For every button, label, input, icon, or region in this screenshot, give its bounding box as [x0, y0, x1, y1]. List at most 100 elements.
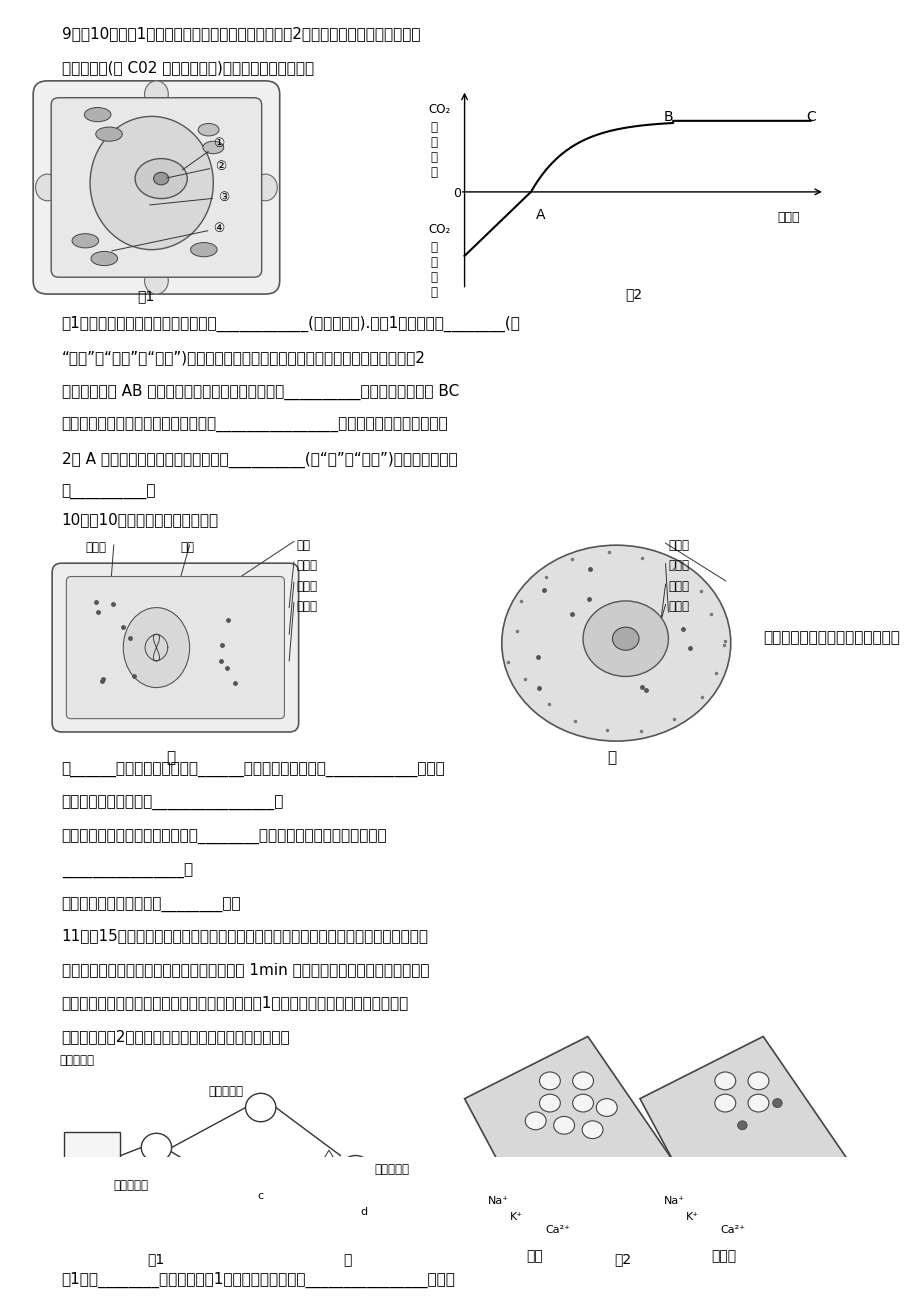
Text: ③: ③ [150, 191, 229, 204]
Text: 图1细胞内具有双层膜结构的细胞器有____________(填图中序号).将图1细胞浸润在________(填: 图1细胞内具有双层膜结构的细胞器有____________(填图中序号).将图1… [62, 316, 520, 332]
Text: 率: 率 [430, 167, 437, 180]
Text: 10．（10分）据图回答下列问题：: 10．（10分）据图回答下列问题： [62, 512, 219, 527]
Text: c: c [256, 1191, 263, 1200]
Text: 吸: 吸 [430, 121, 437, 134]
Text: “大于”或“小于”或“等于”)细胞液浓度的溶液中，该细胞将会出现质壁分离现象。图2: “大于”或“小于”或“等于”)细胞液浓度的溶液中，该细胞将会出现质壁分离现象。图… [62, 350, 425, 365]
Ellipse shape [501, 546, 730, 741]
Ellipse shape [747, 1072, 768, 1090]
Text: Na⁺: Na⁺ [663, 1197, 684, 1207]
Ellipse shape [582, 1121, 602, 1139]
Ellipse shape [340, 1155, 370, 1184]
FancyBboxPatch shape [66, 577, 284, 719]
Text: 细胞壁: 细胞壁 [297, 579, 317, 592]
Ellipse shape [190, 242, 217, 256]
Text: Ca²⁺: Ca²⁺ [545, 1225, 570, 1234]
Text: 细胞膜: 细胞膜 [297, 559, 317, 572]
Text: 习惯化: 习惯化 [710, 1250, 735, 1264]
FancyBboxPatch shape [320, 1241, 391, 1276]
FancyBboxPatch shape [52, 564, 299, 732]
Text: 感觉神经元: 感觉神经元 [114, 1178, 149, 1191]
Text: a: a [153, 1142, 159, 1152]
Text: ④: ④ [111, 221, 224, 251]
Text: 释: 释 [430, 241, 437, 254]
Text: 鳕毛: 鳕毛 [297, 539, 311, 552]
Text: Na⁺: Na⁺ [488, 1197, 509, 1207]
Text: Ca²⁺: Ca²⁺ [720, 1225, 744, 1234]
Text: b: b [256, 1103, 264, 1112]
Text: ①: ① [182, 138, 224, 169]
Ellipse shape [596, 1099, 617, 1116]
Text: 2中 A 点状态，则在较长时间内该植物__________(填“能”或“不能”)正常生长，原因: 2中 A 点状态，则在较长时间内该植物__________(填“能”或“不能”)… [62, 452, 457, 467]
Text: 是__________。: 是__________。 [62, 486, 156, 500]
Ellipse shape [245, 1094, 276, 1122]
Ellipse shape [539, 1072, 560, 1090]
Ellipse shape [85, 108, 111, 121]
Text: 是______，属于真核细胞的是______。判断的主要依据为____________。甲、: 是______，属于真核细胞的是______。判断的主要依据为_________… [62, 763, 445, 777]
Text: CO₂: CO₂ [428, 223, 450, 236]
Text: 核糖体: 核糖体 [85, 542, 107, 555]
Text: 核糖体: 核糖体 [668, 559, 688, 572]
Text: 运动神经元: 运动神经元 [374, 1163, 409, 1176]
Polygon shape [344, 1219, 367, 1234]
Ellipse shape [123, 608, 189, 687]
Text: 图1: 图1 [147, 1253, 164, 1267]
Text: 图2: 图2 [613, 1253, 630, 1267]
Text: K⁺: K⁺ [685, 1212, 698, 1223]
Text: 中，影响曲线 AB 段光合作用速率的环境因素主要是__________，而可能限制曲线 BC: 中，影响曲线 AB 段光合作用速率的环境因素主要是__________，而可能限… [62, 384, 459, 400]
Polygon shape [321, 1150, 336, 1163]
Text: 甲: 甲 [165, 750, 175, 766]
Ellipse shape [90, 116, 213, 250]
Text: 9．（10分）图1是某植物叶肉细胞的结构示意图，图2表示该植物在不同光强度下光: 9．（10分）图1是某植物叶肉细胞的结构示意图，图2表示该植物在不同光强度下光 [62, 26, 420, 42]
Text: 速: 速 [430, 151, 437, 164]
Ellipse shape [612, 628, 639, 650]
Ellipse shape [72, 233, 98, 247]
Ellipse shape [203, 141, 223, 154]
Text: B: B [663, 111, 673, 124]
Text: 乙两细胞的相似之处为________________。: 乙两细胞的相似之处为________________。 [62, 797, 284, 811]
Polygon shape [464, 1036, 673, 1223]
Text: 喷水管皮肤: 喷水管皮肤 [60, 1055, 95, 1068]
FancyBboxPatch shape [33, 81, 279, 294]
Text: C: C [805, 111, 815, 124]
Ellipse shape [737, 1121, 746, 1130]
Text: 细胞质: 细胞质 [668, 600, 688, 613]
Text: CO₂: CO₂ [428, 103, 450, 116]
Ellipse shape [525, 1112, 546, 1130]
Text: 光强度: 光强度 [777, 211, 800, 224]
Text: 0: 0 [453, 187, 460, 201]
Ellipse shape [245, 1182, 276, 1211]
Text: 将逐渐减弱直至消失，这种现象称为习惯化。下图1表示海兔缩鹃反射习惯化的神经环: 将逐渐减弱直至消失，这种现象称为习惯化。下图1表示海兔缩鹃反射习惯化的神经环 [62, 996, 408, 1010]
Ellipse shape [539, 1094, 560, 1112]
Text: 图1: 图1 [137, 289, 154, 303]
Text: 率: 率 [430, 286, 437, 299]
Text: ________________。: ________________。 [62, 865, 193, 879]
Text: 缩入外套腔内，这是海兔的缩鹃反射。若每隔 1min 重复此种轻刺激，海兔的缩鹃反射: 缩入外套腔内，这是海兔的缩鹃反射。若每隔 1min 重复此种轻刺激，海兔的缩鹃反… [62, 962, 428, 976]
Polygon shape [321, 1177, 336, 1189]
Text: 细胞核: 细胞核 [668, 579, 688, 592]
Ellipse shape [254, 174, 277, 201]
Text: 拟核: 拟核 [180, 542, 194, 555]
Text: 由此看出原核细胞与真核细胞具有________性。甲、乙两细胞的不同之处有: 由此看出原核细胞与真核细胞具有________性。甲、乙两细胞的不同之处有 [62, 831, 387, 845]
Ellipse shape [153, 172, 168, 185]
Ellipse shape [142, 1133, 172, 1161]
Text: 细胞膜: 细胞膜 [668, 539, 688, 552]
Ellipse shape [572, 1072, 593, 1090]
Text: 11．（15分）研究人员发现，当以弱强度的刺激施加于海兔的喷水管时，海兔的鹃很快: 11．（15分）研究人员发现，当以弱强度的刺激施加于海兔的喷水管时，海兔的鹃很快 [62, 928, 428, 943]
Ellipse shape [714, 1072, 735, 1090]
Ellipse shape [198, 124, 219, 135]
Ellipse shape [96, 128, 122, 141]
Text: 放: 放 [430, 256, 437, 270]
Text: 段光合作用速率的两种环境因素主要是________________。如果植物白天始终处于图: 段光合作用速率的两种环境因素主要是________________。如果植物白天… [62, 418, 448, 432]
Text: 细胞膜: 细胞膜 [297, 600, 317, 613]
Text: A: A [535, 208, 545, 221]
Ellipse shape [91, 251, 118, 266]
Ellipse shape [572, 1094, 593, 1112]
Text: 判断甲、乙两图中属于原核细胞的: 判断甲、乙两图中属于原核细胞的 [763, 630, 899, 644]
Text: 图1中有________种神经元。图1中反射弧的效应器为________________。若在: 图1中有________种神经元。图1中反射弧的效应器为____________… [62, 1272, 455, 1288]
Ellipse shape [135, 159, 187, 199]
Ellipse shape [144, 267, 168, 294]
Text: 中间神经元: 中间神经元 [209, 1086, 244, 1099]
Text: ②: ② [166, 160, 226, 178]
Text: 由此可知，两种细胞存在________性。: 由此可知，两种细胞存在________性。 [62, 897, 241, 913]
Ellipse shape [553, 1116, 574, 1134]
